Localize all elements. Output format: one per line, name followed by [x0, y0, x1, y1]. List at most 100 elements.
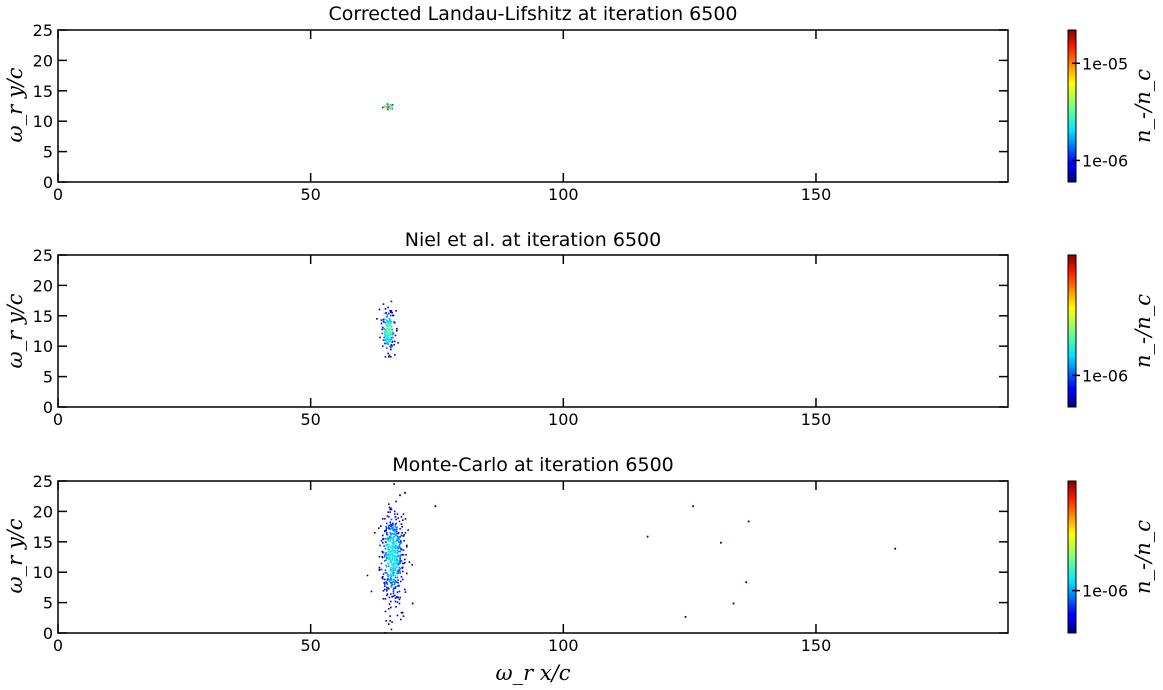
- heatmap-cell: [404, 532, 407, 534]
- heatmap-cell: [390, 518, 393, 521]
- plot-area: [58, 30, 1008, 182]
- heatmap-cell: [381, 550, 383, 553]
- panel-title: Monte-Carlo at iteration 6500: [392, 454, 674, 476]
- heatmap-cell: [379, 544, 381, 547]
- heatmap-pixels: [376, 300, 399, 358]
- heatmap-cell: [390, 554, 392, 556]
- heatmap-cell: [383, 582, 385, 584]
- heatmap-cell: [394, 550, 396, 552]
- heatmap-cell: [386, 572, 388, 574]
- heatmap-cell: [400, 548, 403, 551]
- heatmap-cell: [391, 524, 393, 527]
- heatmap-cell: [394, 546, 397, 548]
- heatmap-cell: [384, 572, 387, 574]
- heatmap-cell: [397, 532, 399, 535]
- heatmap-cell: [396, 330, 398, 332]
- heatmap-cell: [388, 555, 390, 557]
- heatmap-cell: [395, 606, 397, 608]
- heatmap-cell: [385, 559, 387, 561]
- y-tick-label: 0: [43, 173, 53, 192]
- heatmap-cell: [402, 513, 405, 515]
- heatmap-cell: [388, 318, 391, 320]
- heatmap-cell: [398, 563, 400, 565]
- panel-title: Niel et al. at iteration 6500: [405, 229, 661, 251]
- heatmap-cell: [388, 556, 390, 559]
- heatmap-cell: [384, 356, 387, 358]
- heatmap-cell: [390, 320, 393, 323]
- heatmap-cell: [382, 303, 385, 305]
- heatmap-cell: [396, 596, 399, 599]
- panel-title: Corrected Landau-Lifshitz at iteration 6…: [328, 3, 737, 25]
- heatmap-cell: [390, 584, 393, 587]
- heatmap-cell: [380, 525, 382, 527]
- heatmap-cell: [395, 310, 397, 312]
- heatmap-cell: [394, 334, 397, 337]
- heatmap-cell: [394, 583, 396, 585]
- heatmap-cell: [388, 334, 390, 337]
- heatmap-cell: [394, 529, 396, 531]
- heatmap-cell: [386, 321, 388, 323]
- x-tick-label: 50: [300, 636, 320, 655]
- heatmap-cell: [399, 494, 401, 497]
- heatmap-cell: [394, 586, 397, 588]
- heatmap-cell: [399, 559, 401, 561]
- heatmap-cell: [390, 568, 392, 571]
- heatmap-cell: [392, 524, 395, 526]
- heatmap-cell: [389, 570, 391, 572]
- heatmap-cell: [385, 541, 387, 543]
- heatmap-cell: [396, 557, 398, 559]
- heatmap-cell: [389, 334, 391, 336]
- heatmap-cell: [396, 534, 398, 537]
- heatmap-cell: [390, 332, 393, 335]
- heatmap-cell: [404, 562, 406, 564]
- heatmap-cell: [390, 523, 392, 525]
- heatmap-cell: [386, 554, 388, 557]
- y-tick-label: 0: [43, 624, 53, 643]
- heatmap-cell: [384, 339, 386, 341]
- heatmap-cell: [391, 312, 393, 314]
- heatmap-cell: [392, 542, 394, 545]
- y-tick-label: 20: [33, 276, 53, 295]
- heatmap-cell: [391, 547, 393, 549]
- heatmap-cell: [402, 554, 405, 556]
- heatmap-cell: [392, 539, 394, 541]
- heatmap-cell: [406, 546, 408, 548]
- heatmap-cell: [386, 342, 389, 344]
- heatmap-cell: [388, 608, 390, 610]
- heatmap-cell: [391, 544, 393, 547]
- heatmap-cell: [389, 539, 391, 541]
- heatmap-cell: [747, 520, 750, 523]
- heatmap-cell: [393, 562, 395, 565]
- heatmap-cell: [390, 346, 392, 349]
- heatmap-cell: [386, 566, 388, 568]
- heatmap-cell: [393, 321, 395, 323]
- heatmap-cell: [392, 104, 394, 106]
- heatmap-cell: [385, 581, 387, 583]
- heatmap-cell: [391, 328, 393, 331]
- plot-frame: [57, 29, 1009, 183]
- y-tick-label: 10: [33, 337, 53, 356]
- colorbar-label: n_-/n_c: [1131, 520, 1155, 594]
- heatmap-cell: [392, 595, 395, 597]
- heatmap-cell: [388, 327, 390, 329]
- heatmap-cell: [406, 572, 408, 575]
- heatmap-cell: [390, 582, 392, 584]
- heatmap-cell: [392, 532, 394, 535]
- heatmap-cell: [392, 578, 395, 581]
- heatmap-cell: [404, 491, 406, 494]
- heatmap-cell: [400, 540, 402, 542]
- heatmap-cell: [398, 544, 401, 546]
- y-tick-label: 25: [33, 472, 53, 491]
- heatmap-cell: [384, 333, 386, 335]
- heatmap-cell: [384, 585, 386, 587]
- heatmap-cell: [390, 575, 393, 577]
- heatmap-cell: [390, 310, 392, 313]
- colorbar-label: n_-/n_c: [1131, 69, 1155, 143]
- heatmap-cell: [393, 568, 395, 571]
- heatmap-cell: [392, 547, 395, 549]
- heatmap-cell: [382, 320, 385, 323]
- y-tick-label: 15: [33, 533, 53, 552]
- heatmap-cell: [389, 508, 391, 511]
- heatmap-cell: [396, 536, 399, 538]
